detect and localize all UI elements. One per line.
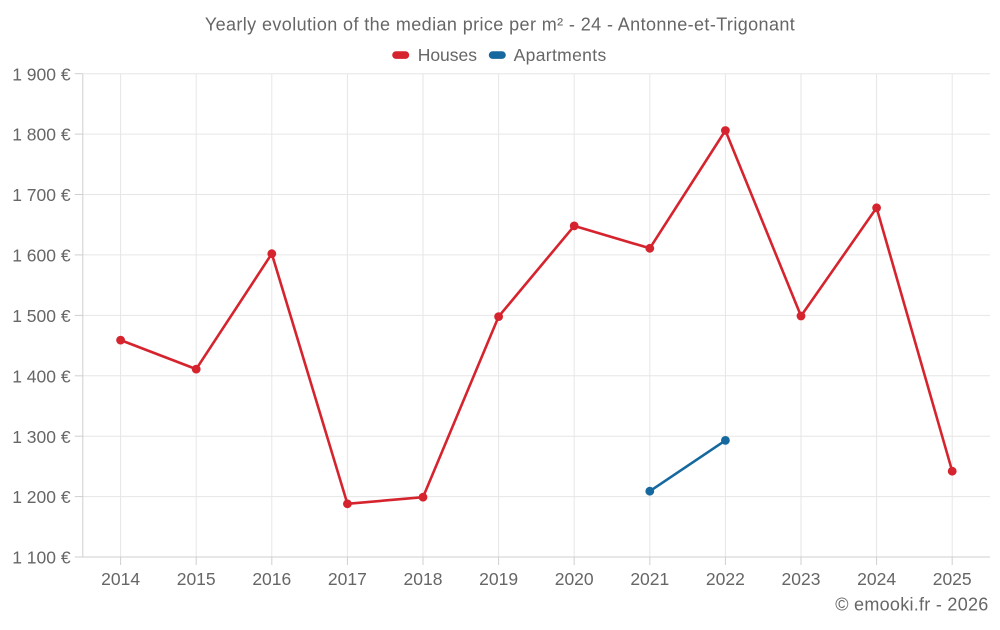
- svg-text:Houses: Houses: [418, 45, 478, 65]
- svg-text:2016: 2016: [252, 569, 291, 589]
- svg-text:2020: 2020: [555, 569, 594, 589]
- svg-text:Apartments: Apartments: [514, 45, 607, 65]
- svg-text:1 200 €: 1 200 €: [12, 487, 71, 507]
- svg-text:2024: 2024: [857, 569, 896, 589]
- svg-text:2018: 2018: [404, 569, 443, 589]
- svg-text:2022: 2022: [706, 569, 745, 589]
- svg-text:1 900 €: 1 900 €: [12, 64, 71, 84]
- svg-text:2021: 2021: [630, 569, 669, 589]
- svg-text:2017: 2017: [328, 569, 367, 589]
- svg-text:2023: 2023: [782, 569, 821, 589]
- svg-text:1 700 €: 1 700 €: [12, 185, 71, 205]
- svg-text:1 600 €: 1 600 €: [12, 246, 71, 266]
- svg-text:1 400 €: 1 400 €: [12, 366, 71, 386]
- svg-text:2015: 2015: [177, 569, 216, 589]
- svg-text:2025: 2025: [933, 569, 972, 589]
- svg-text:1 500 €: 1 500 €: [12, 306, 71, 326]
- svg-text:1 100 €: 1 100 €: [12, 548, 71, 568]
- svg-text:2019: 2019: [479, 569, 518, 589]
- svg-text:Yearly evolution of the median: Yearly evolution of the median price per…: [205, 15, 795, 35]
- svg-text:© emooki.fr - 2026: © emooki.fr - 2026: [835, 594, 988, 614]
- svg-text:2014: 2014: [101, 569, 140, 589]
- svg-text:1 800 €: 1 800 €: [12, 125, 71, 145]
- svg-text:1 300 €: 1 300 €: [12, 427, 71, 447]
